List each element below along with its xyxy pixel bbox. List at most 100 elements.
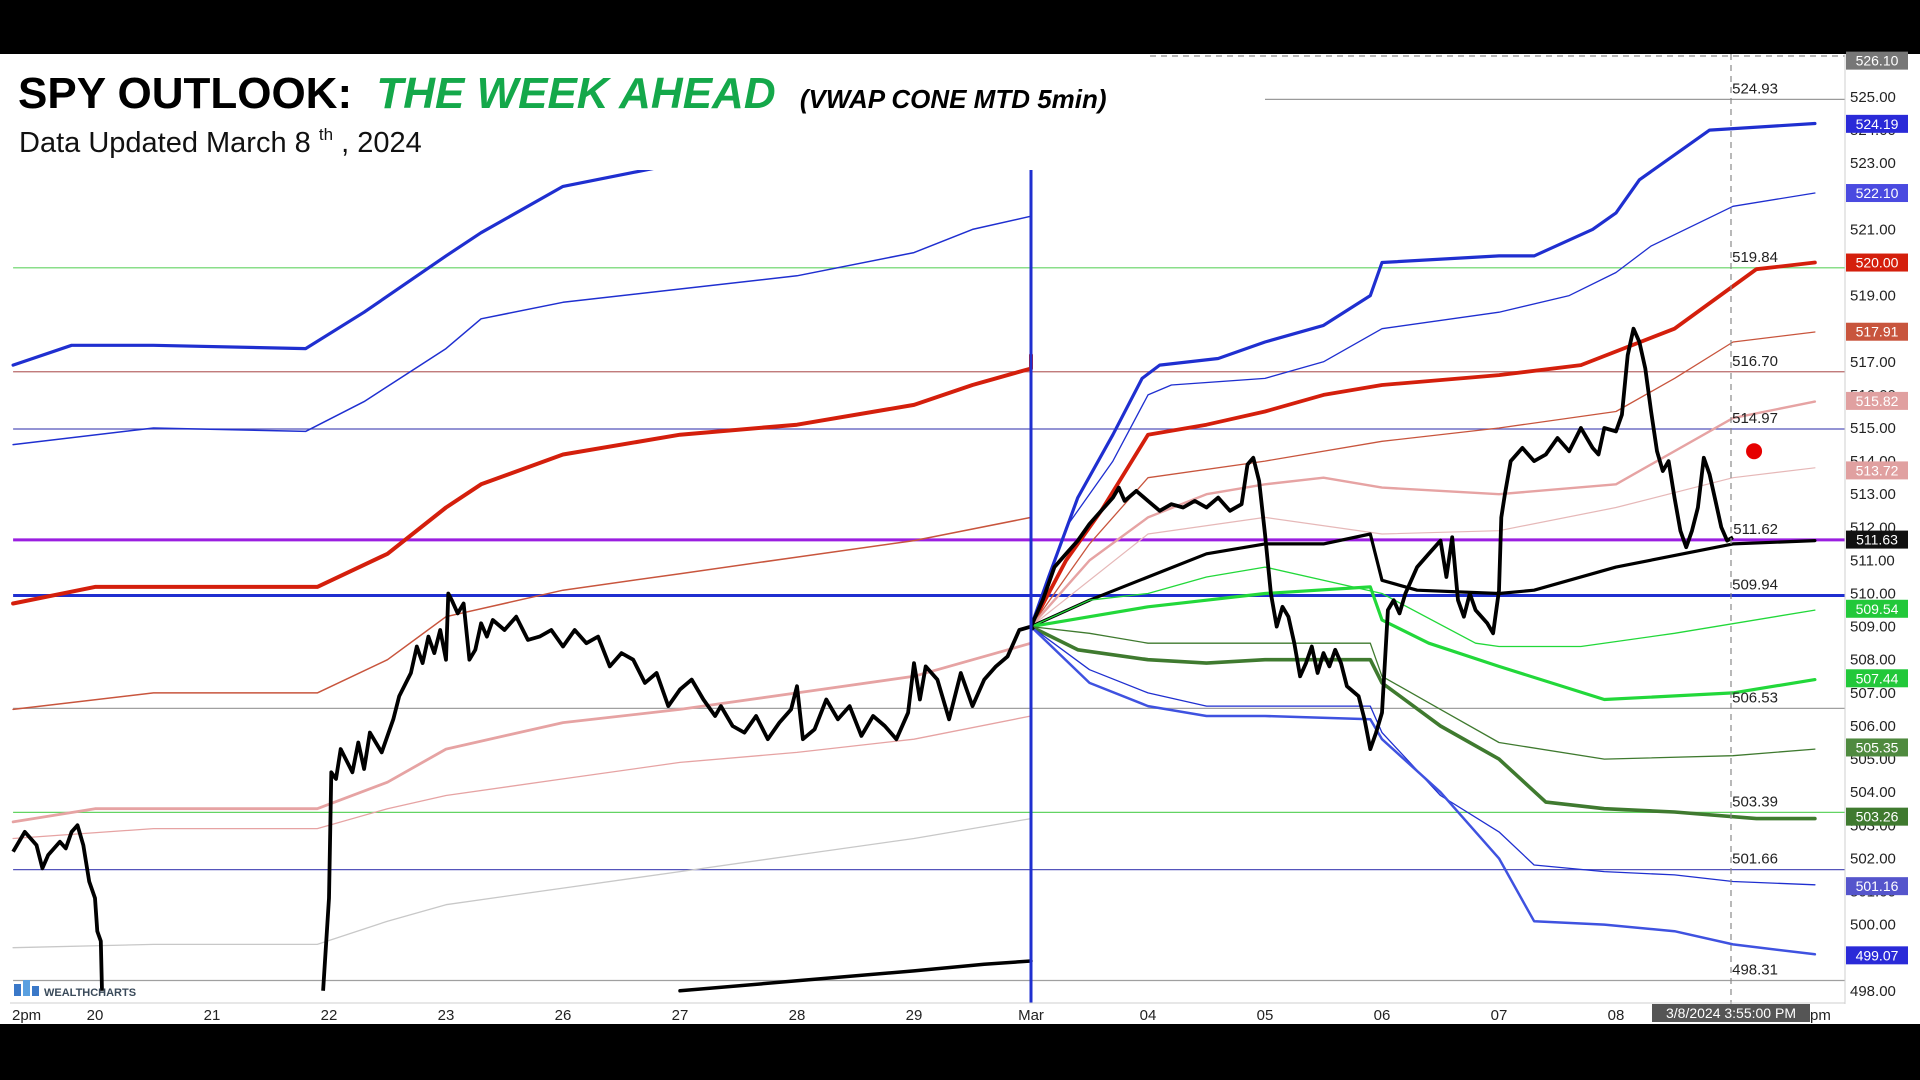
badge-label-9: 507.44 bbox=[1856, 670, 1899, 686]
y-axis-price-badges: 526.10 524.19 522.10 520.00 517.91 515.82 513.… bbox=[1846, 51, 1908, 965]
cone-band-2 bbox=[11, 353, 1033, 606]
badge-label-12: 501.16 bbox=[1856, 878, 1899, 894]
updated-sup: th bbox=[319, 125, 333, 144]
cone-band-16 bbox=[1029, 585, 1817, 702]
x-tick-2: 22 bbox=[321, 1007, 338, 1024]
signal-dot bbox=[1746, 443, 1763, 460]
y-tick-8: 506.00 bbox=[1850, 718, 1896, 735]
header-backdrop bbox=[0, 54, 1150, 170]
cone-band-0 bbox=[11, 151, 764, 367]
y-tick-17: 515.00 bbox=[1850, 420, 1896, 437]
badge-bg-3 bbox=[1846, 253, 1908, 272]
level-lines bbox=[13, 98, 1845, 982]
cone-band-13 bbox=[1030, 467, 1816, 628]
y-tick-15: 513.00 bbox=[1850, 486, 1896, 503]
level-label-2: 516.70 bbox=[1732, 353, 1778, 370]
level-label-0: 524.93 bbox=[1732, 80, 1778, 97]
title-accent: THE WEEK AHEAD bbox=[376, 69, 775, 118]
badge-bg-13 bbox=[1846, 946, 1908, 965]
badge-bg-0 bbox=[1846, 51, 1908, 70]
signal-dot-marker bbox=[1746, 443, 1763, 460]
badge-bg-4 bbox=[1846, 322, 1908, 341]
badge-label-3: 520.00 bbox=[1856, 255, 1899, 271]
cone-band-8 bbox=[1029, 121, 1817, 629]
cone-band-3 bbox=[12, 516, 1032, 711]
cone-band-6 bbox=[12, 817, 1032, 949]
wealthcharts-logo: WEALTHCHARTS bbox=[14, 980, 136, 999]
y-tick-12: 510.00 bbox=[1850, 586, 1896, 603]
updated-prefix: Data Updated March 8 bbox=[19, 127, 311, 159]
badge-label-0: 526.10 bbox=[1856, 53, 1899, 69]
y-tick-0: 498.00 bbox=[1850, 983, 1896, 1000]
level-label-7: 503.39 bbox=[1732, 793, 1778, 810]
cone-band-20 bbox=[1029, 625, 1817, 956]
price-line bbox=[11, 326, 1734, 991]
level-labels: 524.93 519.84 516.70 514.97 511.62 509.94 506.… bbox=[1732, 80, 1778, 978]
badge-label-1: 524.19 bbox=[1856, 116, 1899, 132]
y-tick-21: 519.00 bbox=[1850, 288, 1896, 305]
cone-band-11 bbox=[1030, 331, 1816, 628]
x-tick-1: 21 bbox=[204, 1007, 221, 1024]
x-tick-3: 23 bbox=[438, 1007, 455, 1024]
cone-band-12 bbox=[1029, 400, 1817, 628]
x-tick-10: 05 bbox=[1257, 1007, 1274, 1024]
watermark-text: WEALTHCHARTS bbox=[44, 987, 136, 999]
x-tick-0: 20 bbox=[87, 1007, 104, 1024]
badge-bg-10 bbox=[1846, 738, 1908, 757]
y-tick-4: 502.00 bbox=[1850, 850, 1896, 867]
badge-bg-9 bbox=[1846, 669, 1908, 688]
badge-bg-1 bbox=[1846, 114, 1908, 133]
cone-band-9 bbox=[1030, 192, 1816, 628]
badge-label-4: 517.91 bbox=[1856, 324, 1899, 340]
level-label-9: 498.31 bbox=[1732, 961, 1778, 978]
x-tick-4: 26 bbox=[555, 1007, 572, 1024]
price-segment-2 bbox=[1029, 326, 1734, 751]
level-label-5: 509.94 bbox=[1732, 577, 1778, 594]
cone-band-1 bbox=[12, 215, 1032, 446]
badge-bg-8 bbox=[1846, 599, 1908, 618]
badge-label-13: 499.07 bbox=[1856, 947, 1899, 963]
y-tick-13: 511.00 bbox=[1850, 552, 1895, 569]
y-tick-23: 521.00 bbox=[1850, 221, 1896, 238]
x-edge-label-left: 2pm bbox=[12, 1007, 41, 1024]
cone-band-18 bbox=[1029, 624, 1817, 821]
level-label-1: 519.84 bbox=[1732, 249, 1778, 266]
badge-bg-7 bbox=[1846, 530, 1908, 549]
crosshair-time-label: 3/8/2024 3:55:00 PM bbox=[1666, 1005, 1796, 1021]
y-tick-10: 508.00 bbox=[1850, 652, 1896, 669]
x-tick-12: 07 bbox=[1491, 1007, 1508, 1024]
badge-label-10: 505.35 bbox=[1856, 739, 1899, 755]
letterbox-bottom bbox=[0, 1024, 1920, 1080]
letterbox-top bbox=[0, 0, 1920, 54]
title-main: SPY OUTLOOK: bbox=[18, 69, 352, 118]
y-tick-11: 509.00 bbox=[1850, 619, 1896, 636]
x-tick-13: 08 bbox=[1608, 1007, 1625, 1024]
y-tick-2: 500.00 bbox=[1850, 917, 1896, 934]
badge-bg-11 bbox=[1846, 807, 1908, 826]
y-tick-25: 523.00 bbox=[1850, 155, 1896, 172]
x-tick-7: 29 bbox=[906, 1007, 923, 1024]
crosshair-time-badge bbox=[1652, 1004, 1810, 1022]
x-tick-9: 04 bbox=[1140, 1007, 1157, 1024]
badge-label-7: 511.63 bbox=[1856, 532, 1898, 548]
cone-band-15 bbox=[1030, 566, 1816, 648]
x-tick-5: 27 bbox=[672, 1007, 689, 1024]
cone-band-17 bbox=[1030, 625, 1816, 760]
y-tick-19: 517.00 bbox=[1850, 354, 1896, 371]
x-tick-8: Mar bbox=[1018, 1007, 1044, 1024]
price-segment-0 bbox=[11, 823, 104, 991]
title-suffix: (VWAP CONE MTD 5min) bbox=[800, 84, 1107, 114]
data-updated: Data Updated March 8 th , 2024 bbox=[19, 115, 422, 159]
y-tick-6: 504.00 bbox=[1850, 784, 1896, 801]
y-tick-27: 525.00 bbox=[1850, 89, 1896, 106]
badge-bg-12 bbox=[1846, 877, 1908, 896]
badge-label-2: 522.10 bbox=[1856, 185, 1899, 201]
x-tick-11: 06 bbox=[1374, 1007, 1391, 1024]
level-label-8: 501.66 bbox=[1732, 851, 1778, 868]
badge-bg-2 bbox=[1846, 184, 1908, 203]
badge-label-8: 509.54 bbox=[1856, 601, 1899, 617]
cone-band-14 bbox=[1029, 532, 1817, 629]
level-label-6: 506.53 bbox=[1732, 689, 1778, 706]
badge-bg-5 bbox=[1846, 391, 1908, 410]
